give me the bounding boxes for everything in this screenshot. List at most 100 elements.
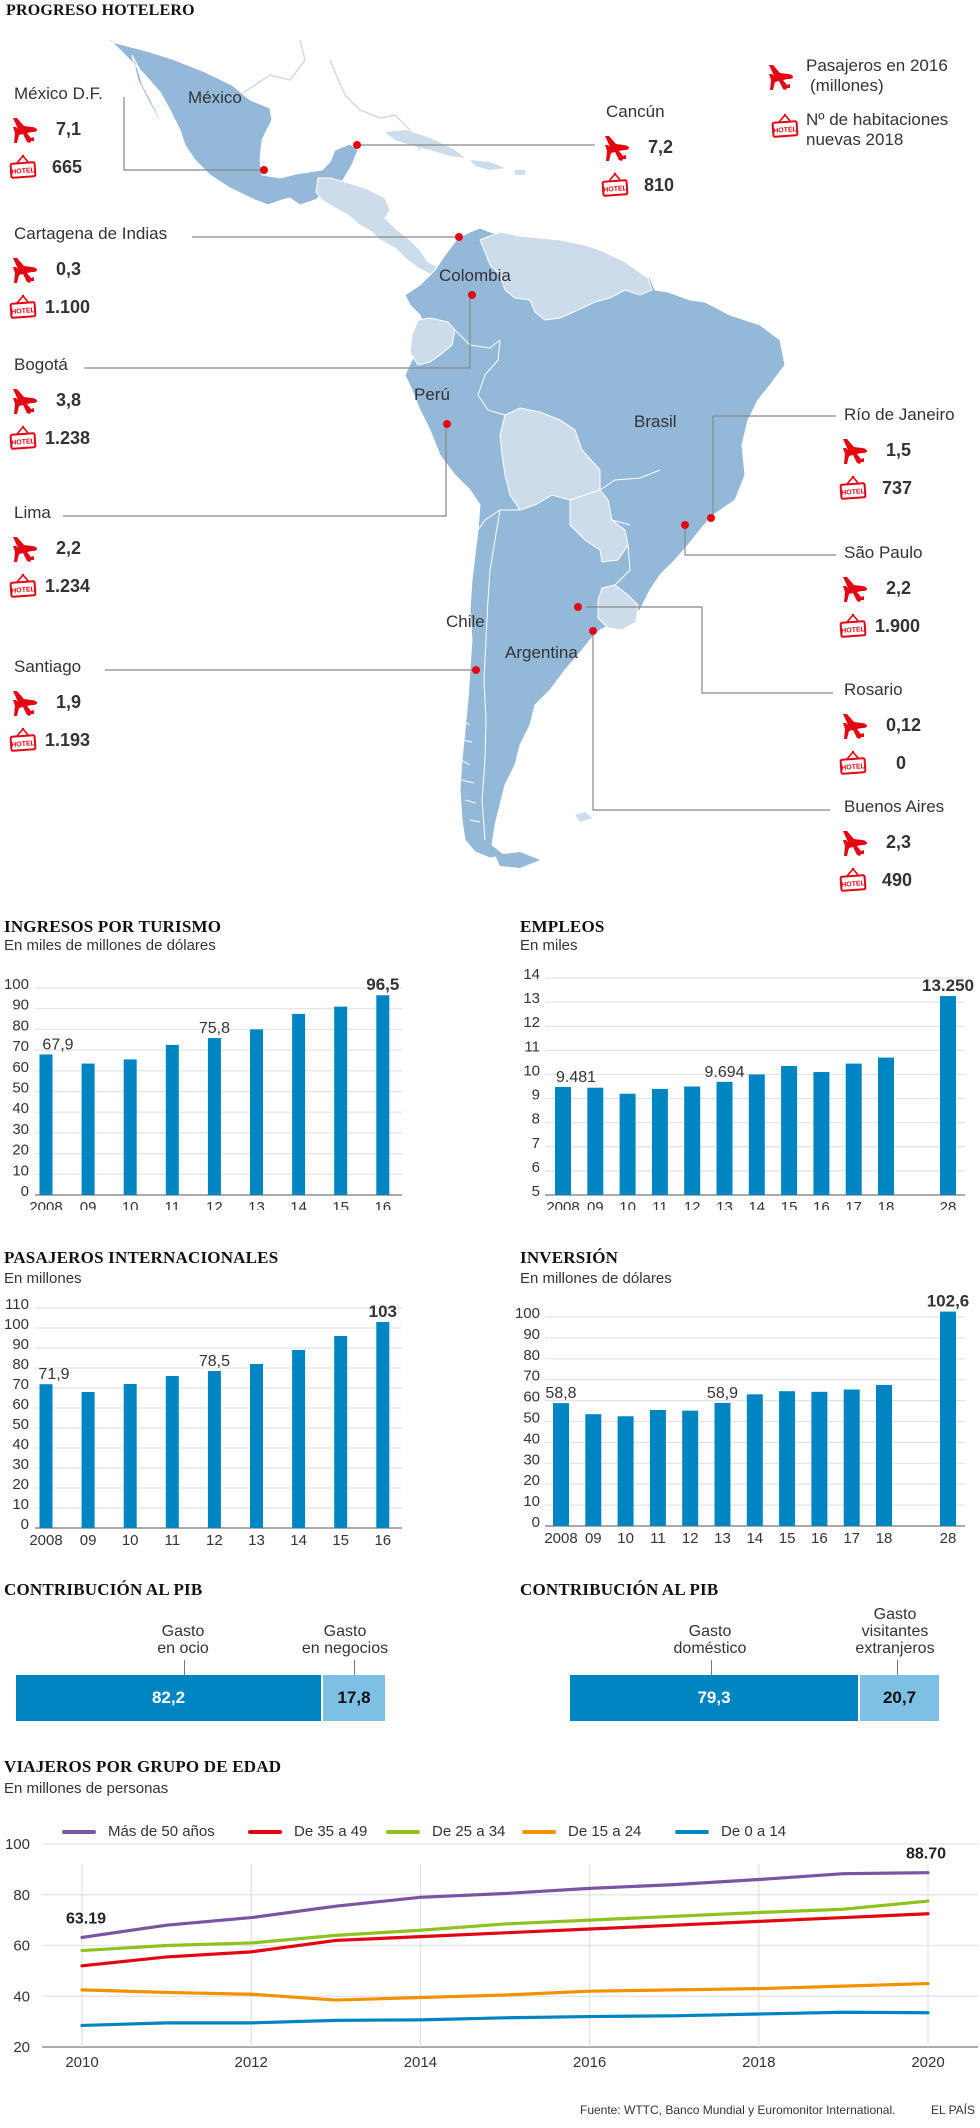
hotel-sign-icon xyxy=(8,725,38,760)
bar xyxy=(779,1391,796,1526)
bar xyxy=(940,996,956,1195)
bar xyxy=(940,1311,956,1526)
x-tick-label: 16 xyxy=(374,1199,391,1210)
rooms-value: 0 xyxy=(896,753,907,773)
passengers-value: 2,2 xyxy=(56,538,82,558)
bar xyxy=(649,1410,666,1526)
bar xyxy=(292,1350,306,1528)
connector-rosario xyxy=(586,606,833,694)
viajeros-subtitle: En millones de personas xyxy=(4,1780,169,1797)
x-tick-label: 16 xyxy=(811,1530,828,1547)
hotel-sign-icon xyxy=(838,473,868,508)
y-tick-label: 0 xyxy=(532,1514,540,1531)
bar xyxy=(207,1038,221,1195)
bar xyxy=(165,1376,179,1528)
bar xyxy=(123,1059,137,1195)
y-tick-label: 30 xyxy=(12,1456,29,1473)
bar xyxy=(619,1093,636,1195)
y-tick-label: 8 xyxy=(532,1111,540,1128)
label-line: extranjeros xyxy=(855,1640,935,1657)
marker-sao-paulo xyxy=(681,521,689,529)
x-tick-label: 10 xyxy=(617,1530,634,1547)
rooms-value: 1.238 xyxy=(45,428,91,448)
legend-rooms-label: Nº de habitaciones nuevas 2018 xyxy=(806,110,948,150)
passengers-value: 2,3 xyxy=(886,832,912,852)
passengers-value: 7,2 xyxy=(648,137,674,157)
y-tick-label: 9 xyxy=(532,1087,540,1104)
x-tick-label: 2008 xyxy=(546,1199,579,1210)
legend-item: De 25 a 34 xyxy=(386,1823,505,1840)
pointer-line xyxy=(711,1660,712,1680)
x-tick-label: 15 xyxy=(332,1532,349,1549)
bar xyxy=(878,1057,894,1195)
series-line xyxy=(80,1871,930,1940)
x-tick-label: 12 xyxy=(684,1199,701,1210)
y-tick-label: 11 xyxy=(524,1038,540,1055)
y-tick-label: 10 xyxy=(12,1162,29,1179)
country-label-brasil: Brasil xyxy=(634,412,677,431)
legend-label: Más de 50 años xyxy=(108,1823,215,1840)
legend-passengers-line1: Pasajeros en 2016 xyxy=(806,56,948,75)
connector-buenos-aires xyxy=(592,631,830,811)
bar xyxy=(334,1336,348,1528)
marker-bogota xyxy=(468,291,476,299)
y-tick-label: 14 xyxy=(523,966,540,983)
passengers-value: 2,2 xyxy=(886,578,912,598)
data-label: 96,5 xyxy=(366,975,399,994)
pib-left-label-ocio: Gasto en ocio xyxy=(148,1623,218,1657)
connector-sao-paulo xyxy=(684,526,836,556)
y-tick-label: 50 xyxy=(523,1410,540,1427)
bar xyxy=(250,1029,263,1195)
marker-santiago xyxy=(472,666,480,674)
city-name: Santiago xyxy=(14,657,82,676)
y-tick-label: 7 xyxy=(532,1135,540,1152)
data-label: 58,9 xyxy=(707,1385,738,1402)
bar xyxy=(781,1066,798,1195)
bar xyxy=(165,1044,179,1195)
chile-fjords xyxy=(460,719,481,823)
bar xyxy=(555,1086,571,1195)
x-tick-label: 13 xyxy=(248,1532,265,1549)
y-tick-label: 5 xyxy=(532,1183,540,1200)
x-tick-label: 2008 xyxy=(29,1532,62,1549)
bar xyxy=(553,1403,569,1526)
hotel-sign-icon xyxy=(838,865,868,900)
marker-cancun xyxy=(353,141,361,149)
annotation-label: 88.70 xyxy=(906,1846,946,1863)
city-name: Rosario xyxy=(844,680,903,699)
bar xyxy=(716,1081,733,1195)
x-tick-label: 10 xyxy=(122,1532,139,1549)
hotel-sign-icon xyxy=(600,170,630,205)
pib-left-segment-negocios: 17,8 xyxy=(323,1675,385,1721)
marker-cartagena xyxy=(455,233,463,241)
x-tick-label: 2010 xyxy=(65,2054,98,2071)
y-tick-label: 60 xyxy=(12,1059,29,1076)
pasajeros-subtitle: En millones xyxy=(4,1270,82,1287)
x-tick-label: 14 xyxy=(290,1199,307,1210)
map-title: PROGRESO HOTELERO xyxy=(6,2,195,19)
y-tick-label: 50 xyxy=(12,1080,29,1097)
data-label: 103 xyxy=(369,1302,397,1321)
label-line: Gasto xyxy=(873,1606,917,1623)
legend-passengers-label: Pasajeros en 2016 (millones) xyxy=(806,56,948,96)
airplane-icon xyxy=(840,711,870,746)
y-tick-label: 60 xyxy=(523,1389,540,1406)
x-tick-label: 09 xyxy=(80,1532,97,1549)
city-name: Cartagena de Indias xyxy=(14,224,168,243)
label-line: doméstico xyxy=(673,1640,747,1657)
connector-mexico-df xyxy=(123,97,264,171)
x-tick-label: 14 xyxy=(746,1530,763,1547)
bar xyxy=(682,1410,699,1526)
ingresos-subtitle: En miles de millones de dólares xyxy=(4,937,216,954)
x-tick-label: 12 xyxy=(206,1199,223,1210)
footer-source: Fuente: WTTC, Banco Mundial y Euromonito… xyxy=(580,2103,896,2117)
y-tick-label: 40 xyxy=(12,1436,29,1453)
hotel-sign-icon xyxy=(8,152,38,187)
pib-right-segment-extranjeros: 20,7 xyxy=(860,1675,939,1721)
label-line: en ocio xyxy=(157,1640,209,1657)
venezuela-guianas-shape xyxy=(479,231,653,321)
y-tick-label: 13 xyxy=(523,990,540,1007)
x-tick-label: 13 xyxy=(714,1530,731,1547)
bar xyxy=(39,1384,53,1528)
x-tick-label: 14 xyxy=(290,1532,307,1549)
